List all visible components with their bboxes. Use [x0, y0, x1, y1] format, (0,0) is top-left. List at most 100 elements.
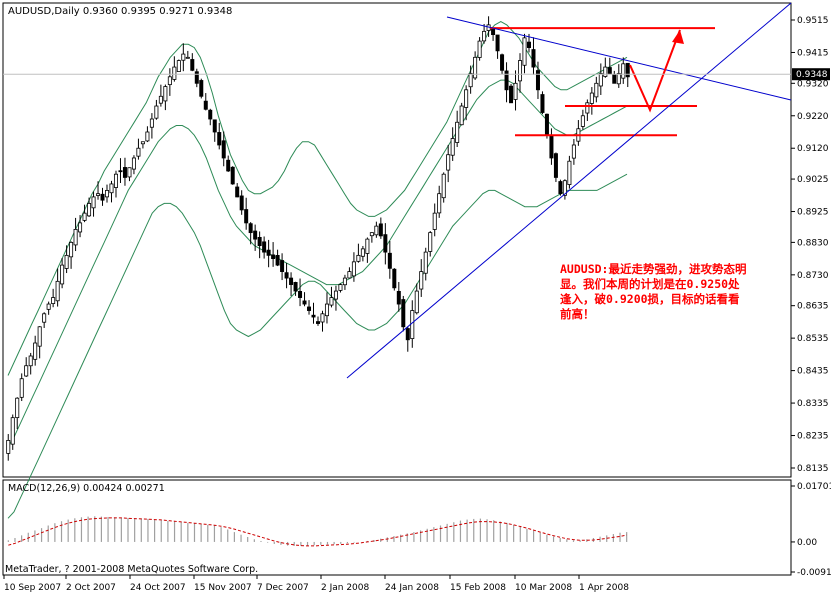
candle-body — [446, 154, 451, 171]
candle-body — [401, 299, 406, 328]
trendline-ascending — [346, 2, 792, 379]
candle-body — [356, 254, 361, 262]
candle-body — [500, 54, 505, 71]
candle-body — [589, 92, 594, 104]
candle-body — [230, 166, 235, 185]
candle-body — [208, 109, 213, 120]
y-tick-label: 0.9120 — [797, 144, 829, 154]
bollinger-lower — [7, 173, 628, 519]
candle-body — [360, 248, 365, 257]
macd-y-tick-label: 0.01701 — [797, 482, 831, 492]
candle-body — [158, 95, 163, 104]
projection-arrow-path — [629, 29, 681, 113]
candle-body — [289, 277, 294, 285]
candle-body — [105, 190, 110, 198]
candle-body — [302, 300, 307, 305]
candle-body — [616, 73, 621, 85]
y-tick-label: 0.8435 — [797, 367, 829, 377]
x-tick-label: 1 Apr 2008 — [579, 583, 629, 593]
candle-body — [419, 271, 424, 290]
candle-body — [410, 310, 415, 340]
candle-body — [455, 121, 460, 143]
candle-body — [262, 241, 267, 253]
candle-body — [37, 326, 42, 347]
y-tick-label: 0.8235 — [797, 432, 829, 442]
y-tick-label: 0.9025 — [797, 175, 829, 185]
candle-body — [558, 181, 563, 195]
candle-body — [100, 193, 105, 201]
candle-body — [571, 144, 576, 159]
x-tick-label: 7 Dec 2007 — [257, 583, 309, 593]
candle-body — [154, 105, 159, 119]
candle-body — [477, 40, 482, 58]
candle-body — [194, 71, 199, 84]
candle-body — [459, 105, 464, 126]
candle-body — [338, 284, 343, 291]
candle-body — [244, 209, 249, 224]
candle-body — [51, 297, 56, 304]
x-tick-label: 15 Nov 2007 — [194, 583, 252, 593]
candle-body — [167, 76, 172, 86]
candle-body — [271, 254, 276, 260]
macd-y-tick-label: 0.00 — [797, 538, 817, 548]
candle-body — [607, 67, 612, 74]
x-tick-label: 24 Oct 2007 — [130, 583, 186, 593]
y-tick-label: 0.8830 — [797, 238, 829, 248]
candle-body — [374, 225, 379, 236]
candle-body — [6, 440, 11, 454]
x-tick-label: 15 Feb 2008 — [450, 583, 506, 593]
arrowhead-icon — [672, 30, 684, 44]
candle-body — [540, 94, 545, 113]
candle-body — [387, 252, 392, 269]
candle-body — [203, 100, 208, 110]
last-price-badge — [792, 68, 830, 81]
x-tick-label: 2 Oct 2007 — [66, 583, 116, 593]
candle-body — [69, 241, 74, 258]
macd-title: MACD(12,26,9) 0.00424 0.00271 — [8, 483, 165, 494]
price-axis: 0.9515 0.9415 0.9320 0.9220 0.9120 0.9025 0.89… — [791, 16, 829, 474]
candle-body — [185, 56, 190, 59]
date-axis: 10 Sep 2007 2 Oct 2007 24 Oct 2007 15 Nov 2… — [3, 575, 629, 593]
candle-body — [212, 119, 217, 133]
candle-body — [441, 173, 446, 199]
candle-body — [122, 167, 127, 178]
price-chart-title: AUDUSD,Daily 0.9360 0.9395 0.9271 0.9348 — [8, 6, 232, 17]
candle-body — [145, 131, 150, 142]
candle-body — [594, 82, 599, 98]
macd-histogram — [7, 516, 628, 546]
candle-body — [509, 85, 514, 104]
copyright-text: MetaTrader, ? 2001-2008 MetaQuotes Softw… — [5, 564, 258, 575]
candle-body — [226, 159, 231, 172]
candle-body — [109, 183, 114, 194]
projection-arrows — [629, 29, 684, 113]
candle-body — [526, 41, 531, 48]
candle-body — [468, 73, 473, 88]
candle-body — [28, 355, 33, 367]
y-tick-label: 0.9415 — [797, 48, 829, 58]
candle-body — [324, 303, 329, 317]
candle-body — [73, 228, 78, 246]
x-tick-label: 2 Jan 2008 — [321, 583, 369, 593]
candle-body — [450, 138, 455, 156]
candle-body — [491, 28, 496, 36]
candle-body — [378, 223, 383, 237]
trendlines — [346, 2, 792, 379]
candle-body — [544, 113, 549, 136]
candle-body — [329, 297, 334, 306]
candle-body — [432, 212, 437, 230]
candle-body — [522, 37, 527, 66]
y-tick-label: 0.8635 — [797, 302, 829, 312]
candle-body — [239, 195, 244, 211]
candle-body — [149, 118, 154, 128]
candle-body — [91, 196, 96, 209]
candle-body — [405, 328, 410, 341]
candle-body — [603, 66, 608, 77]
candle-body — [414, 290, 419, 314]
candle-body — [342, 277, 347, 286]
y-tick-label: 0.9515 — [797, 16, 829, 26]
candle-body — [495, 34, 500, 52]
candle-body — [437, 193, 442, 214]
candle-body — [621, 63, 626, 79]
candle-body — [365, 238, 370, 254]
trade-plan-annotation: AUDUSD:最近走势强劲，进攻势态明显。我们本周的计划是在0.9250处逢入，… — [560, 262, 747, 321]
